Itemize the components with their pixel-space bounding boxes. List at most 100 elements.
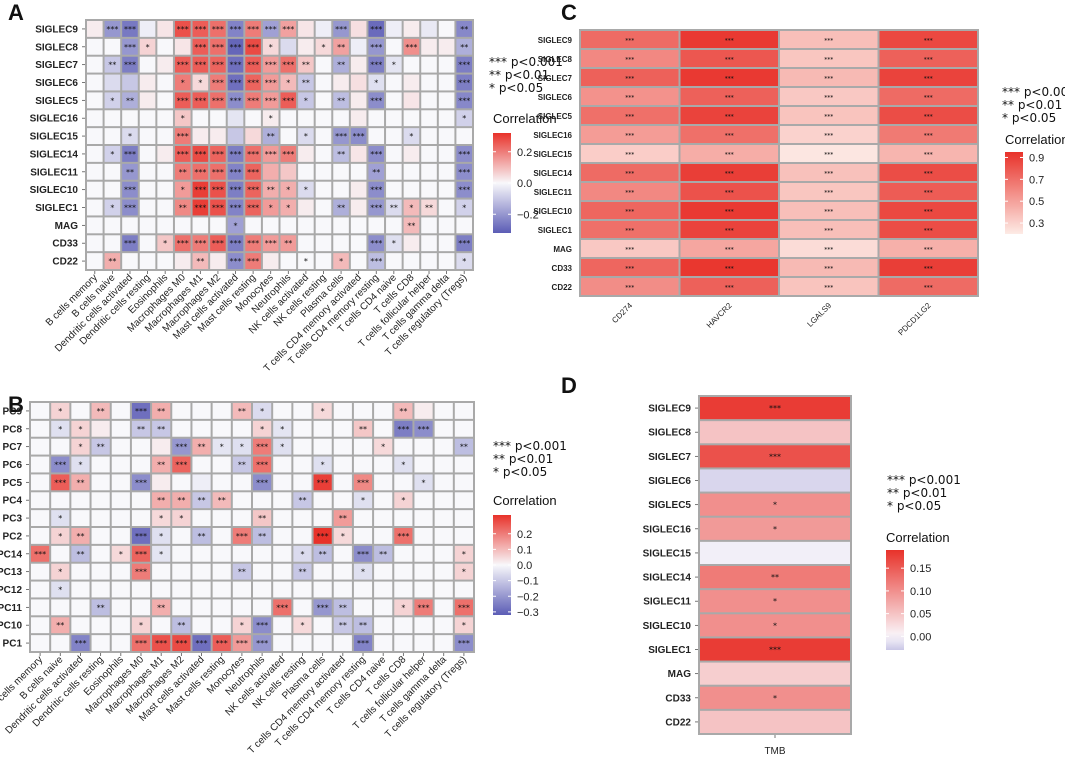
heatmap-cell	[227, 181, 244, 198]
panel-B: B * ** *** ** ** * * *** * ** ** * * ** *** **** ** *** ** *…	[0, 392, 567, 756]
significance-star: ***	[135, 639, 147, 648]
significance-star: ***	[625, 76, 634, 83]
heatmap-cell	[353, 635, 373, 651]
significance-star: ***	[625, 171, 634, 178]
heatmap-cell	[87, 181, 103, 198]
row-label: PC9	[3, 406, 23, 417]
significance-star: *	[401, 496, 405, 505]
heatmap-cell	[122, 217, 138, 234]
heatmap-cell	[293, 474, 312, 491]
significance-star: *	[220, 443, 224, 452]
heatmap-cell	[374, 456, 393, 473]
heatmap-cell	[174, 74, 191, 91]
heatmap-cell	[313, 563, 332, 580]
significance-star: ***	[247, 96, 259, 105]
heatmap-cell	[157, 74, 173, 91]
significance-star: ***	[357, 478, 369, 487]
significance-star: **	[218, 496, 226, 505]
heatmap-cell	[350, 56, 367, 73]
heatmap-cell	[91, 599, 110, 616]
row-label: PC7	[3, 442, 23, 453]
heatmap-cell	[227, 253, 244, 269]
significance-star: **	[157, 425, 165, 434]
heatmap-cell	[434, 492, 453, 509]
significance-legend-item: ** p<0.01	[489, 68, 549, 82]
significance-star: ***	[725, 285, 734, 292]
row-label: SIGLEC16	[30, 114, 79, 125]
significance-star: ***	[230, 239, 242, 248]
heatmap-cell	[192, 163, 209, 180]
row-label: SIGLEC16	[533, 131, 572, 140]
significance-star: ***	[194, 43, 206, 52]
heatmap-cell	[139, 21, 156, 37]
heatmap-cell	[51, 545, 70, 562]
significance-star: ***	[418, 603, 430, 612]
significance-star: ***	[177, 150, 189, 159]
significance-star: ***	[212, 43, 224, 52]
significance-star: *	[58, 407, 62, 416]
significance-star: ***	[216, 639, 228, 648]
significance-star: **	[198, 443, 206, 452]
significance-star: ***	[458, 186, 470, 195]
heatmap-cell	[414, 563, 433, 580]
significance-star: *	[110, 204, 114, 213]
heatmap-cell	[192, 38, 209, 55]
row-label: SIGLEC11	[643, 597, 691, 608]
heatmap-cell	[192, 253, 209, 269]
heatmap-cell	[333, 492, 352, 509]
significance-star: ***	[924, 95, 933, 102]
significance-star: ***	[247, 43, 259, 52]
significance-star: ***	[230, 61, 242, 70]
heatmap-cell	[333, 253, 349, 269]
colorbar-tick-label: 0.9	[1029, 152, 1044, 164]
heatmap-cell	[414, 456, 433, 473]
row-label: PC3	[3, 514, 23, 525]
significance-star: ***	[247, 168, 259, 177]
significance-star: ***	[458, 79, 470, 88]
heatmap-cell	[581, 221, 679, 238]
significance-star: **	[258, 532, 266, 541]
heatmap-cell	[152, 456, 171, 473]
heatmap-cell	[293, 403, 312, 419]
heatmap-cell	[438, 21, 455, 37]
heatmap-cell	[172, 545, 191, 562]
heatmap-cell	[87, 74, 103, 91]
heatmap-cell	[131, 528, 151, 544]
heatmap-cell	[293, 563, 312, 580]
heatmap-cell	[172, 456, 191, 473]
heatmap-cell	[386, 128, 402, 144]
heatmap-cell	[71, 528, 90, 544]
heatmap-cell	[280, 110, 297, 127]
heatmap-cell	[245, 217, 261, 234]
heatmap-cell	[210, 128, 226, 144]
heatmap-cell	[273, 438, 292, 455]
significance-star: ***	[124, 43, 136, 52]
heatmap-cell	[780, 31, 878, 48]
heatmap-cell	[313, 456, 332, 473]
heatmap-cell	[152, 599, 171, 616]
significance-star: *	[462, 114, 466, 123]
significance-star: ***	[625, 247, 634, 254]
heatmap-cell	[454, 581, 473, 598]
significance-star: ***	[824, 152, 833, 159]
heatmap-cell	[700, 638, 850, 661]
heatmap-cell	[403, 217, 420, 234]
significance-star: **	[179, 204, 187, 213]
heatmap-cell	[192, 92, 209, 109]
significance-star: ***	[824, 247, 833, 254]
heatmap-cell	[414, 403, 433, 419]
heatmap-cell	[700, 397, 850, 420]
heatmap-cell	[152, 420, 171, 437]
significance-star: ***	[74, 639, 86, 648]
heatmap-cell	[87, 21, 103, 37]
heatmap-cell	[139, 56, 156, 73]
heatmap-cell	[245, 253, 261, 269]
heatmap-cell	[438, 92, 455, 109]
heatmap-cell	[174, 253, 191, 269]
significance-star: ***	[458, 96, 470, 105]
heatmap-cell	[456, 163, 472, 180]
heatmap-cell	[394, 510, 413, 526]
significance-star: ***	[725, 114, 734, 121]
heatmap-cell	[172, 492, 191, 509]
significance-star: ***	[247, 186, 259, 195]
